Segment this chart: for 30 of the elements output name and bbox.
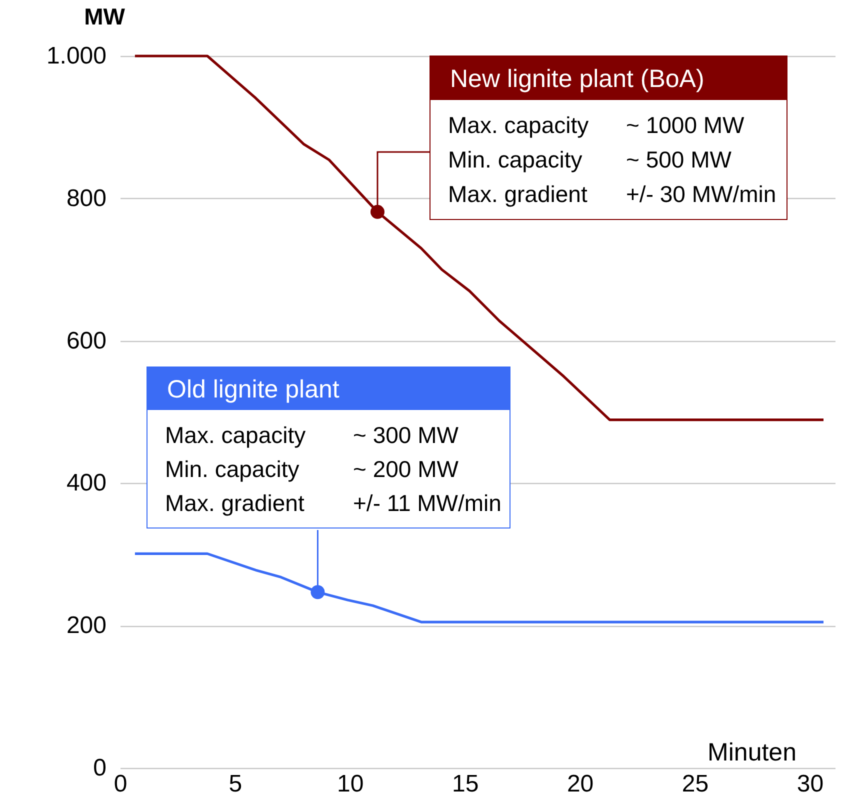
y-tick-label: 1.000 — [46, 42, 106, 70]
y-axis-title: MW — [84, 4, 126, 30]
line-series — [134, 54, 825, 422]
x-tick-label: 5 — [228, 770, 242, 798]
x-tick-label: 10 — [337, 770, 364, 798]
annotation: ~ 500 MW — [626, 146, 732, 172]
annotation: Max. gradient — [165, 490, 305, 516]
line-series — [134, 552, 825, 624]
x-axis-title: Minuten — [708, 738, 796, 766]
annotation: +/- 30 MW/min — [626, 181, 776, 207]
x-tick-label: 20 — [566, 770, 594, 798]
annotation: Max. capacity — [448, 112, 590, 138]
annotation: Max. capacity — [165, 422, 306, 448]
x-tick-label: 25 — [682, 770, 709, 798]
annotation: Old lignite plant — [167, 376, 340, 404]
y-tick-label: 600 — [66, 327, 106, 354]
annotation: Min. capacity — [165, 456, 300, 482]
y-tick-label: 800 — [66, 184, 106, 212]
annotation: Max. gradient — [448, 181, 588, 207]
annotation: Min. capacity — [448, 146, 583, 172]
x-tick-label: 15 — [452, 770, 479, 798]
x-tick-label: 30 — [796, 770, 824, 798]
x-tick-label: 0 — [114, 770, 128, 798]
annotation: New lignite plant (BoA) — [450, 65, 704, 93]
y-tick-label: 200 — [66, 612, 106, 640]
annotation: ~ 300 MW — [353, 422, 459, 448]
y-tick-label: 400 — [66, 470, 106, 497]
annotation: +/- 11 MW/min — [353, 490, 502, 516]
annotation: ~ 200 MW — [353, 456, 459, 482]
annotation: ~ 1000 MW — [626, 112, 745, 138]
